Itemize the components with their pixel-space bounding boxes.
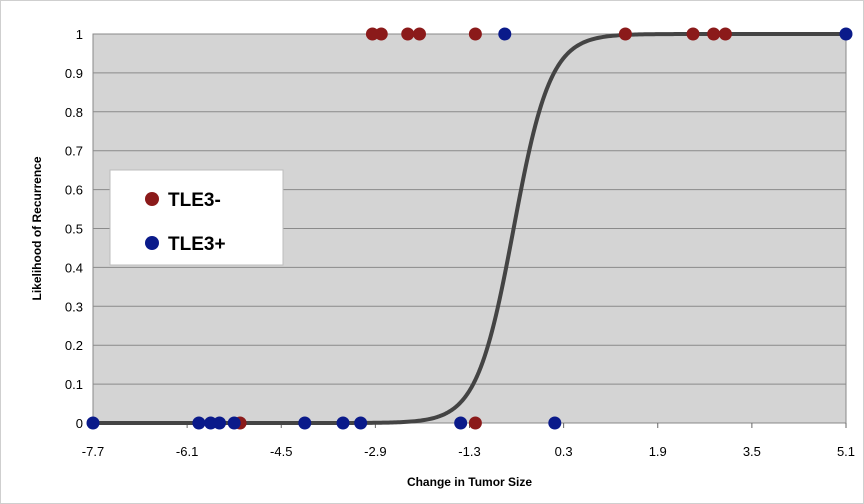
x-tick-label: -7.7 [82, 444, 104, 459]
point-tle3-positive [498, 27, 512, 41]
x-tick-label: 3.5 [743, 444, 761, 459]
point-tle3-positive [86, 416, 100, 430]
point-tle3-positive [192, 416, 206, 430]
x-axis-title: Change in Tumor Size [407, 475, 532, 489]
y-tick-label: 1 [76, 27, 83, 42]
legend-box [109, 169, 284, 266]
point-tle3-negative [686, 27, 700, 41]
point-tle3-negative [468, 27, 482, 41]
point-tle3-positive [298, 416, 312, 430]
y-tick-label: 0.9 [65, 66, 83, 81]
point-tle3-negative [412, 27, 426, 41]
y-tick-label: 0.7 [65, 144, 83, 159]
y-tick-labels: 0 0.1 0.2 0.3 0.4 0.5 0.6 0.7 0.8 0.9 1 [65, 27, 83, 431]
x-tick-label: -1.3 [458, 444, 480, 459]
x-tick-labels: -7.7 -6.1 -4.5 -2.9 -1.3 0.3 1.9 3.5 5.1 [82, 444, 855, 459]
y-tick-label: 0.1 [65, 377, 83, 392]
x-tick-label: 0.3 [555, 444, 573, 459]
point-tle3-negative [618, 27, 632, 41]
x-tick-label: 5.1 [837, 444, 855, 459]
y-tick-label: 0.2 [65, 338, 83, 353]
point-tle3-negative [718, 27, 732, 41]
point-tle3-positive [336, 416, 350, 430]
x-tick-label: -4.5 [270, 444, 292, 459]
x-tick-label: -2.9 [364, 444, 386, 459]
point-tle3-positive [354, 416, 368, 430]
legend-label-tle3-negative: TLE3- [168, 190, 221, 211]
legend-label-tle3-positive: TLE3+ [168, 234, 226, 255]
y-tick-label: 0.4 [65, 260, 83, 275]
point-tle3-positive [227, 416, 241, 430]
point-tle3-negative [468, 416, 482, 430]
data-points [86, 27, 853, 430]
point-tle3-negative [707, 27, 721, 41]
y-tick-label: 0.3 [65, 299, 83, 314]
x-tick-label: -6.1 [176, 444, 198, 459]
legend-marker-tle3-negative [145, 192, 159, 206]
point-tle3-positive [839, 27, 853, 41]
legend: TLE3- TLE3+ [109, 169, 284, 266]
point-tle3-negative [374, 27, 388, 41]
y-axis-title: Likelihood of Recurrence [30, 156, 44, 300]
y-tick-label: 0.8 [65, 105, 83, 120]
y-tick-label: 0.6 [65, 183, 83, 198]
point-tle3-positive [548, 416, 562, 430]
legend-marker-tle3-positive [145, 236, 159, 250]
point-tle3-positive [454, 416, 468, 430]
point-tle3-positive [212, 416, 226, 430]
y-tick-label: 0 [76, 416, 83, 431]
y-tick-label: 0.5 [65, 222, 83, 237]
x-tick-label: 1.9 [649, 444, 667, 459]
point-tle3-negative [401, 27, 415, 41]
